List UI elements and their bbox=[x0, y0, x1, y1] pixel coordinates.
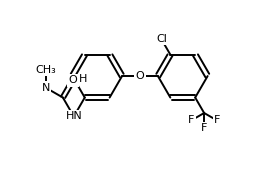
Text: CH₃: CH₃ bbox=[35, 65, 56, 75]
Text: F: F bbox=[214, 115, 220, 125]
Text: H: H bbox=[79, 74, 87, 84]
Text: F: F bbox=[201, 123, 207, 133]
Text: N: N bbox=[42, 83, 50, 93]
Text: O: O bbox=[69, 75, 77, 85]
Text: O: O bbox=[136, 71, 144, 81]
Text: F: F bbox=[188, 115, 194, 125]
Text: Cl: Cl bbox=[156, 34, 167, 44]
Text: HN: HN bbox=[65, 111, 82, 122]
